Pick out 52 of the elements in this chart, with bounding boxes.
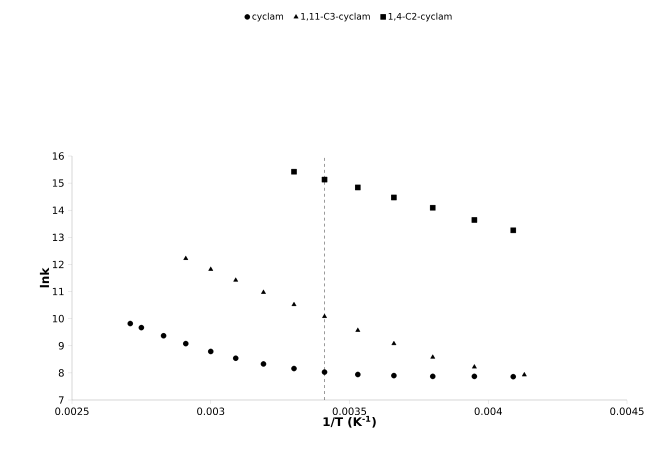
point	[208, 348, 214, 354]
point	[430, 374, 436, 380]
y-tick-label: 8	[58, 369, 64, 377]
x-tick-label: 0.0035	[332, 408, 366, 416]
x-tick-label: 0.0045	[610, 408, 644, 416]
point	[391, 340, 396, 346]
point	[138, 324, 144, 330]
point	[522, 372, 527, 376]
point	[260, 361, 266, 367]
point	[355, 328, 360, 332]
legend-label: cyclam	[252, 12, 284, 22]
point	[510, 227, 516, 234]
point	[233, 277, 238, 282]
point	[182, 340, 189, 346]
point	[472, 364, 477, 368]
legend-label: 1,4-C2-cyclam	[388, 12, 452, 22]
point	[355, 372, 361, 378]
point	[391, 372, 397, 378]
point	[291, 366, 297, 372]
point	[355, 184, 361, 190]
point	[291, 168, 297, 175]
y-axis-title: lnk	[40, 267, 49, 288]
y-tick-label: 13	[52, 234, 64, 242]
point	[183, 256, 188, 260]
point	[391, 194, 397, 200]
point	[322, 369, 328, 375]
point	[292, 302, 296, 306]
y-tick-label: 11	[52, 288, 64, 296]
point	[430, 354, 436, 359]
y-tick-label: 16	[52, 152, 64, 160]
point	[208, 266, 214, 271]
y-tick-label: 12	[52, 260, 64, 268]
point	[510, 374, 516, 380]
point	[127, 320, 134, 326]
y-tick-label: 15	[52, 179, 64, 187]
y-tick-label: 14	[52, 206, 64, 214]
point	[261, 290, 266, 294]
point	[472, 374, 478, 380]
legend-label: 1,11-C3-cyclam	[301, 12, 370, 22]
point	[430, 204, 436, 211]
x-tick-label: 0.0025	[55, 408, 89, 416]
point	[160, 332, 166, 339]
point	[322, 176, 328, 182]
y-tick-label: 9	[58, 342, 64, 350]
y-tick-label: 7	[58, 396, 64, 404]
x-tick-label: 0.004	[474, 408, 502, 416]
x-axis-title: 1/T (K$^{-1}$)	[324, 416, 376, 428]
point	[232, 355, 239, 362]
x-tick-label: 0.003	[197, 408, 224, 416]
y-tick-label: 10	[52, 314, 64, 322]
point	[322, 314, 327, 318]
point	[472, 217, 478, 223]
